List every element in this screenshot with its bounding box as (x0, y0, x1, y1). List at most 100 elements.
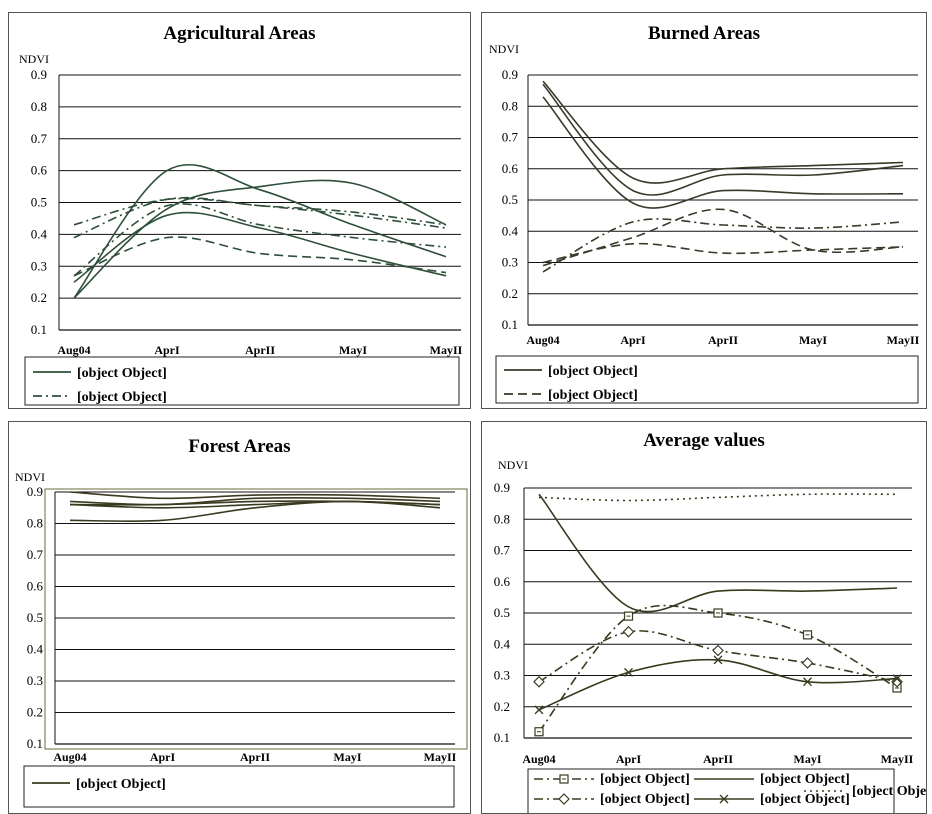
series-line (542, 80, 904, 184)
series-line (73, 236, 447, 277)
x-tick-label: AprII (708, 333, 738, 347)
legend-item-b: [object Object] (534, 792, 690, 807)
y-tick-label: 0.3 (27, 673, 43, 688)
y-tick-label: 0.9 (31, 67, 47, 82)
legend-marker (719, 794, 729, 804)
series-line (542, 83, 904, 196)
y-tick-label: 0.2 (502, 286, 518, 301)
series-line (73, 196, 447, 239)
series-c-2 (542, 96, 904, 209)
x-tick-label: AprII (703, 752, 733, 766)
panel-forest-areas: Forest Areas NDVI 0.1 0.2 0.3 0.4 0.5 0.6 0.7 0.8… (8, 421, 471, 814)
panel-average-values: Average values NDVI 0.1 0.2 0.3 0.4 0.5 0.6 0.7 0… (481, 421, 927, 814)
series-c-0 (542, 80, 904, 184)
y-tick-label: 0.1 (27, 736, 43, 751)
x-tick-label: AprI (620, 333, 646, 347)
x-tick-label: MayII (424, 750, 457, 764)
legend-item-c: [object Object] (694, 772, 850, 787)
y-tick-label: 0.6 (494, 574, 511, 589)
series-b-6 (73, 236, 447, 277)
legend-label: [object Object] (77, 390, 167, 405)
y-tick-label: 0.4 (502, 223, 519, 238)
y-tick-label: 0.2 (27, 705, 43, 720)
x-tick-label: Aug04 (526, 333, 559, 347)
series-line (73, 197, 447, 229)
legend-item-c: [object Object] (504, 364, 638, 379)
series-d-5 (542, 242, 904, 264)
y-tick-label: 0.7 (27, 547, 44, 562)
legend: [object Object] [object Object] (24, 356, 460, 406)
y-tick-label: 0.5 (27, 610, 43, 625)
y-tick-label: 0.8 (31, 99, 47, 114)
y-tick-label: 0.2 (494, 699, 510, 714)
series-d-4 (542, 208, 904, 267)
legend-label: [object Object] (76, 777, 166, 792)
legend-item-a: [object Object] (534, 772, 690, 787)
data-point (801, 657, 814, 669)
legend-box (527, 768, 895, 813)
data-point (624, 667, 633, 677)
x-tick-label: MayII (881, 752, 914, 766)
series-line (538, 493, 898, 613)
panel-burned-areas: Burned Areas NDVI 0.1 0.2 0.3 0.4 0.5 0.6 0.7 0.8… (481, 12, 927, 409)
series-d-3 (542, 218, 904, 273)
series-a-2 (73, 211, 447, 283)
legend: [object Object] (23, 765, 455, 808)
y-tick-label: 0.2 (31, 290, 47, 305)
y-tick-label: 0.8 (502, 98, 518, 113)
legend-label: [object Object] (760, 792, 850, 807)
x-tick-label: Aug04 (57, 343, 90, 357)
data-point (533, 675, 545, 688)
series-line (542, 218, 904, 273)
x-tick-label: MayI (334, 750, 362, 764)
data-point (892, 674, 902, 684)
series-e (538, 493, 898, 502)
legend-item-a: [object Object] (33, 366, 167, 381)
series-line (542, 208, 904, 267)
series-line (538, 604, 898, 733)
y-tick-label: 0.7 (31, 131, 48, 146)
legend-label: [object Object] (760, 772, 850, 787)
x-tick-label: MayI (794, 752, 822, 766)
y-tick-label: 0.5 (494, 605, 510, 620)
y-tick-label: 0.5 (31, 195, 47, 210)
legend-box (495, 355, 919, 404)
x-tick-label: MayI (339, 343, 367, 357)
x-tick-label: AprI (150, 750, 176, 764)
y-tick-label: 0.3 (31, 258, 47, 273)
series-line (73, 164, 447, 299)
y-tick-label: 0.9 (502, 67, 518, 82)
x-tick-label: MayII (887, 333, 920, 347)
data-point (713, 655, 723, 665)
series-b (533, 625, 903, 688)
chart-title: Burned Areas (648, 23, 760, 44)
y-axis-label: NDVI (19, 52, 49, 66)
y-tick-label: 0.8 (494, 511, 510, 526)
legend-label: [object Object] (600, 792, 690, 807)
x-tick-label: AprI (154, 343, 180, 357)
x-tick-label: AprII (240, 750, 270, 764)
legend: [object Object] [object Object] (495, 355, 919, 404)
y-tick-label: 0.4 (494, 636, 511, 651)
y-tick-label: 0.6 (27, 579, 44, 594)
legend-marker (558, 793, 570, 805)
legend-label: [object Object] (548, 364, 638, 379)
chart-svg: Average values NDVI 0.1 0.2 0.3 0.4 0.5 0.6 0.7 0… (494, 430, 926, 813)
series-b-4 (73, 196, 447, 239)
chart-svg: Agricultural Areas NDVI 0.1 0.2 0.3 0.4 0.5 0.6… (19, 23, 463, 406)
legend-item-d: [object Object] (504, 388, 638, 403)
legend-box (23, 765, 455, 808)
x-tick-label: MayI (799, 333, 827, 347)
x-tick-label: MayII (430, 343, 463, 357)
y-tick-label: 0.1 (494, 730, 510, 745)
chart-title: Forest Areas (188, 436, 290, 457)
series-line (73, 179, 447, 299)
series-a-1 (73, 179, 447, 299)
y-tick-label: 0.7 (494, 543, 511, 558)
legend-item-d: [object Object] (694, 792, 850, 807)
data-point (622, 625, 635, 638)
y-tick-label: 0.9 (27, 484, 43, 499)
series-e-4 (69, 500, 441, 523)
data-point (534, 705, 544, 715)
legend-label: [object Object] (600, 772, 690, 787)
